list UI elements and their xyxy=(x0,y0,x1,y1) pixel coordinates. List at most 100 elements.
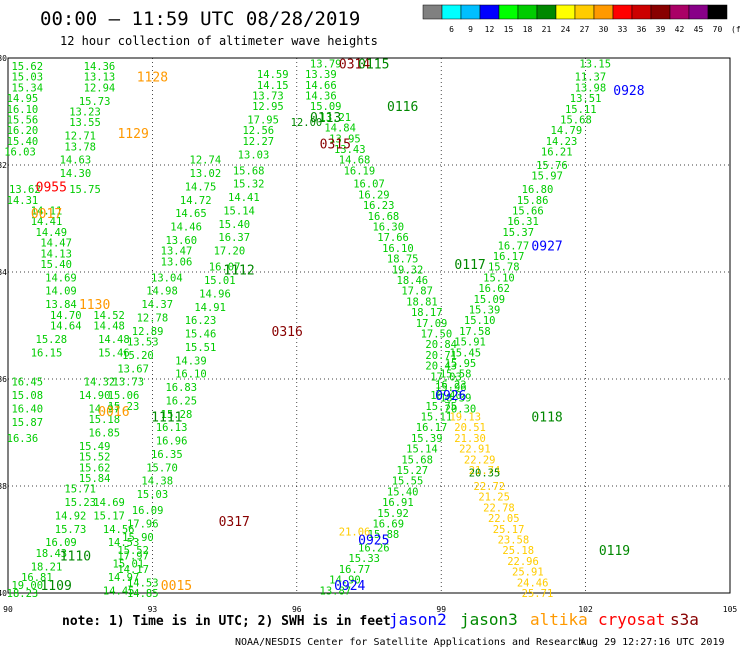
wave-height-label: 13.47 xyxy=(161,246,193,258)
wave-height-label: 15.52 xyxy=(79,452,111,464)
colorbar-swatch xyxy=(669,4,690,20)
colorbar-tick-label: 33 xyxy=(618,25,628,34)
wave-height-label: 15.45 xyxy=(449,347,481,359)
wave-height-label: 13.73 xyxy=(113,377,145,389)
wave-height-label: 13.03 xyxy=(238,149,270,161)
wave-height-label: 16.26 xyxy=(358,543,390,555)
wave-height-label: 15.10 xyxy=(483,272,515,284)
wave-height-label: 15.96 xyxy=(435,382,467,394)
wave-height-label: 25.17 xyxy=(493,524,525,536)
wave-height-label: 16.09 xyxy=(45,537,77,549)
wave-height-label: 14.48 xyxy=(98,334,130,346)
wave-height-label: 14.63 xyxy=(60,155,92,167)
pass-time-label: 0017 xyxy=(31,207,62,222)
wave-height-label: 16.68 xyxy=(368,211,400,223)
wave-height-label: 14.59 xyxy=(257,69,289,81)
colorbar-tick-label: 15 xyxy=(504,25,514,34)
wave-height-label: 13.62 xyxy=(9,184,41,196)
wave-height-label: 13.78 xyxy=(64,141,96,153)
wave-height-label: 14.11 xyxy=(31,205,63,217)
wave-height-label: 13.23 xyxy=(69,107,101,119)
wave-height-label: 25.18 xyxy=(502,545,534,557)
wave-height-label: 15.01 xyxy=(204,275,236,287)
wave-height-label: 18.39 xyxy=(440,393,472,405)
wave-height-label: 20.43 xyxy=(425,361,457,373)
wave-height-label: 15.92 xyxy=(377,508,409,520)
wave-height-label: 15.75 xyxy=(69,184,101,196)
wave-height-label: 14.53 xyxy=(108,537,140,549)
wave-height-label: 15.03 xyxy=(137,489,169,501)
wave-height-label: 18.81 xyxy=(406,296,438,308)
wave-height-label: 16.23 xyxy=(435,379,467,391)
wave-height-label: 16.23 xyxy=(363,200,395,212)
wave-height-label: 18.46 xyxy=(397,275,429,287)
wave-height-label: 13.60 xyxy=(165,235,197,247)
wave-height-label: 15.75 xyxy=(425,401,457,413)
pass-time-label: 0925 xyxy=(358,534,389,549)
wave-height-label: 16.69 xyxy=(372,518,404,530)
wave-height-label: 16.03 xyxy=(4,147,36,159)
wave-height-label: 23.58 xyxy=(498,535,530,547)
wave-height-label: 15.34 xyxy=(11,82,43,94)
pass-time-label: 1111 xyxy=(151,410,182,425)
wave-height-label: 24.46 xyxy=(517,577,549,589)
pass-time-label: 1112 xyxy=(223,263,254,278)
wave-height-label: 11.37 xyxy=(575,72,607,84)
wave-height-label: 16.19 xyxy=(344,165,376,177)
wave-height-label: 13.51 xyxy=(570,93,602,105)
wave-height-label: 15.32 xyxy=(233,179,265,191)
wave-height-label: 15.03 xyxy=(11,72,43,84)
wave-height-label: 16.29 xyxy=(358,189,390,201)
wave-height-label: 13.39 xyxy=(305,69,337,81)
wave-height-label: 15.09 xyxy=(474,294,506,306)
wave-height-label: 22.29 xyxy=(464,454,496,466)
colorbar-tick-label: 42 xyxy=(675,25,685,34)
wave-height-label: 14.09 xyxy=(45,286,77,298)
y-tick-label: -40 xyxy=(0,589,7,598)
wave-height-label: 14.66 xyxy=(305,80,337,92)
colorbar-swatch xyxy=(707,4,728,20)
wave-height-label: 13.06 xyxy=(161,256,193,268)
wave-height-label: 14.65 xyxy=(175,208,207,220)
wave-height-label: 16.77 xyxy=(498,240,530,252)
wave-height-label: 16.40 xyxy=(11,403,43,415)
y-tick-label: -38 xyxy=(0,482,7,491)
chart-subtitle: 12 hour collection of altimeter wave hei… xyxy=(60,34,378,48)
wave-height-label: 16.23 xyxy=(185,315,217,327)
wave-height-label: 12.78 xyxy=(137,312,169,324)
wave-height-label: 15.18 xyxy=(88,414,120,426)
wave-height-label: 13.04 xyxy=(151,272,183,284)
wave-height-label: 15.88 xyxy=(368,529,400,541)
pass-time-label: 0016 xyxy=(98,405,129,420)
wave-height-label: 13.98 xyxy=(575,82,607,94)
wave-height-label: 22.05 xyxy=(488,513,520,525)
wave-height-label: 17.20 xyxy=(214,246,246,258)
wave-height-label: 15.11 xyxy=(421,411,453,423)
wave-height-label: 15.68 xyxy=(401,454,433,466)
wave-height-label: 14.72 xyxy=(180,195,212,207)
wave-height-label: 14.52 xyxy=(93,310,125,322)
wave-height-label: 14.95 xyxy=(7,93,39,105)
wave-height-label: 15.84 xyxy=(79,473,111,485)
pass-time-label: 0927 xyxy=(531,239,562,254)
pass-time-label: 0015 xyxy=(161,579,192,594)
legend-note: note: 1) Time is in UTC; 2) SWH is in fe… xyxy=(62,614,391,629)
wave-height-label: 14.13 xyxy=(40,248,72,260)
wave-height-label: 15.71 xyxy=(64,484,96,496)
x-tick-label: 105 xyxy=(723,605,738,614)
wave-height-label: 16.35 xyxy=(151,449,183,461)
wave-height-label: 15.78 xyxy=(488,262,520,274)
wave-height-label: 16.83 xyxy=(165,382,197,394)
wave-height-label: 16.91 xyxy=(382,497,414,509)
wave-height-label: 15.10 xyxy=(464,315,496,327)
y-tick-label: -36 xyxy=(0,375,7,384)
wave-height-label: 20.71 xyxy=(425,350,457,362)
plot-frame xyxy=(7,57,731,594)
y-tick-label: -32 xyxy=(0,161,7,170)
colorbar-tick-label: 45 xyxy=(694,25,704,34)
pass-time-label: 0924 xyxy=(334,579,365,594)
wave-height-label: 21.06 xyxy=(339,526,371,538)
wave-height-label: 21.25 xyxy=(478,492,510,504)
footer-credit: NOAA/NESDIS Center for Satellite Applica… xyxy=(235,637,584,648)
colorbar-tick-label: 21 xyxy=(542,25,552,34)
